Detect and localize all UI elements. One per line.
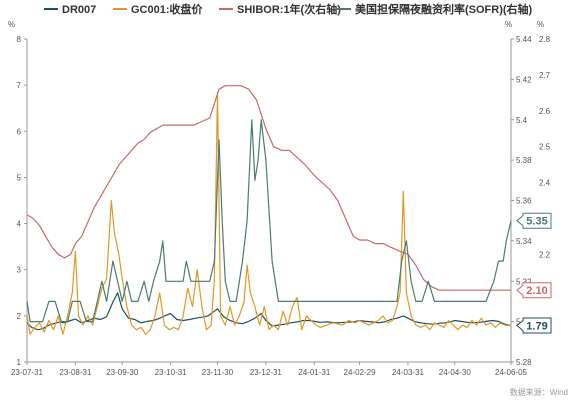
left-tick-label: 8 xyxy=(17,35,22,44)
left-tick-label: 6 xyxy=(17,127,22,136)
right-axis-2-unit: % xyxy=(537,20,544,29)
right-tick-label: 5.34 xyxy=(516,237,532,246)
left-tick-label: 2 xyxy=(17,312,22,321)
x-tick-label: 24-01-31 xyxy=(298,368,331,377)
series-gc001-line xyxy=(26,91,512,335)
right-tick-label: 5.44 xyxy=(516,35,532,44)
right-tick-label: 5.42 xyxy=(516,75,532,84)
end-label-value: 2.10 xyxy=(526,285,547,297)
right2-tick-label: 2.5 xyxy=(539,143,551,152)
legend: DR007 GC001:收盘价 SHIBOR:1年(次右轴) 美国担保隔夜融资利… xyxy=(44,2,533,16)
end-label-sofr: 5.35 xyxy=(516,212,552,229)
left-tick-label: 5 xyxy=(17,173,22,182)
legend-item-dr007: DR007 xyxy=(44,4,96,16)
end-label-value: 5.35 xyxy=(526,216,547,228)
end-label-value: 1.79 xyxy=(526,321,547,333)
legend-label-dr007: DR007 xyxy=(62,4,96,16)
right-tick-label: 5.38 xyxy=(516,156,532,165)
axes: 123456785.285.35.325.345.365.385.45.425.… xyxy=(11,35,551,377)
right-tick-label: 5.28 xyxy=(516,358,532,367)
right-tick-label: 5.36 xyxy=(516,197,532,206)
series-dr007-line xyxy=(26,292,512,331)
x-tick-label: 24-03-31 xyxy=(392,368,425,377)
end-label-box xyxy=(516,317,552,334)
x-tick-label: 23-07-31 xyxy=(11,368,44,377)
x-tick-label: 23-11-30 xyxy=(202,368,234,377)
left-tick-label: 4 xyxy=(17,220,22,229)
legend-item-sofr: 美国担保隔夜融资利率(SOFR)(右轴) xyxy=(337,2,533,16)
x-tick-label: 23-08-31 xyxy=(59,368,92,377)
end-label-box xyxy=(516,212,552,229)
left-tick-label: 1 xyxy=(17,358,22,367)
legend-item-shibor: SHIBOR:1年(次右轴) xyxy=(219,2,341,16)
legend-label-shibor: SHIBOR:1年(次右轴) xyxy=(237,2,341,16)
left-axis-unit: % xyxy=(8,20,15,29)
end-labels: 5.352.101.791.79 xyxy=(516,212,552,334)
x-tick-label: 24-06-05 xyxy=(495,368,528,377)
right2-tick-label: 2.8 xyxy=(539,35,551,44)
end-label-box xyxy=(516,282,552,299)
series-shibor-line xyxy=(26,85,511,291)
right-tick-label: 5.32 xyxy=(516,277,532,286)
source-note: 数据来源：Wind xyxy=(510,387,568,397)
x-tick-label: 23-09-30 xyxy=(106,368,139,377)
x-tick-label: 23-12-31 xyxy=(250,368,283,377)
plot-area xyxy=(26,85,512,335)
right-tick-label: 5.4 xyxy=(516,116,528,125)
right-axis-unit: % xyxy=(505,20,512,29)
legend-label-gc001: GC001:收盘价 xyxy=(131,2,204,16)
x-tick-label: 24-04-30 xyxy=(439,368,472,377)
right2-tick-label: 2.2 xyxy=(539,250,551,259)
end-label-shibor: 2.10 xyxy=(516,282,552,299)
right2-tick-label: 2.6 xyxy=(539,107,551,116)
series-sofr-line xyxy=(26,119,512,323)
left-tick-label: 7 xyxy=(17,81,22,90)
legend-item-gc001: GC001:收盘价 xyxy=(113,2,204,16)
left-tick-label: 3 xyxy=(17,266,22,275)
x-tick-label: 24-02-29 xyxy=(344,368,377,377)
end-label-dr007: 1.79 xyxy=(516,317,552,334)
x-tick-label: 23-10-31 xyxy=(155,368,188,377)
legend-label-sofr: 美国担保隔夜融资利率(SOFR)(右轴) xyxy=(355,2,533,16)
right2-tick-label: 2.4 xyxy=(539,179,551,188)
right2-tick-label: 2.7 xyxy=(539,71,551,80)
